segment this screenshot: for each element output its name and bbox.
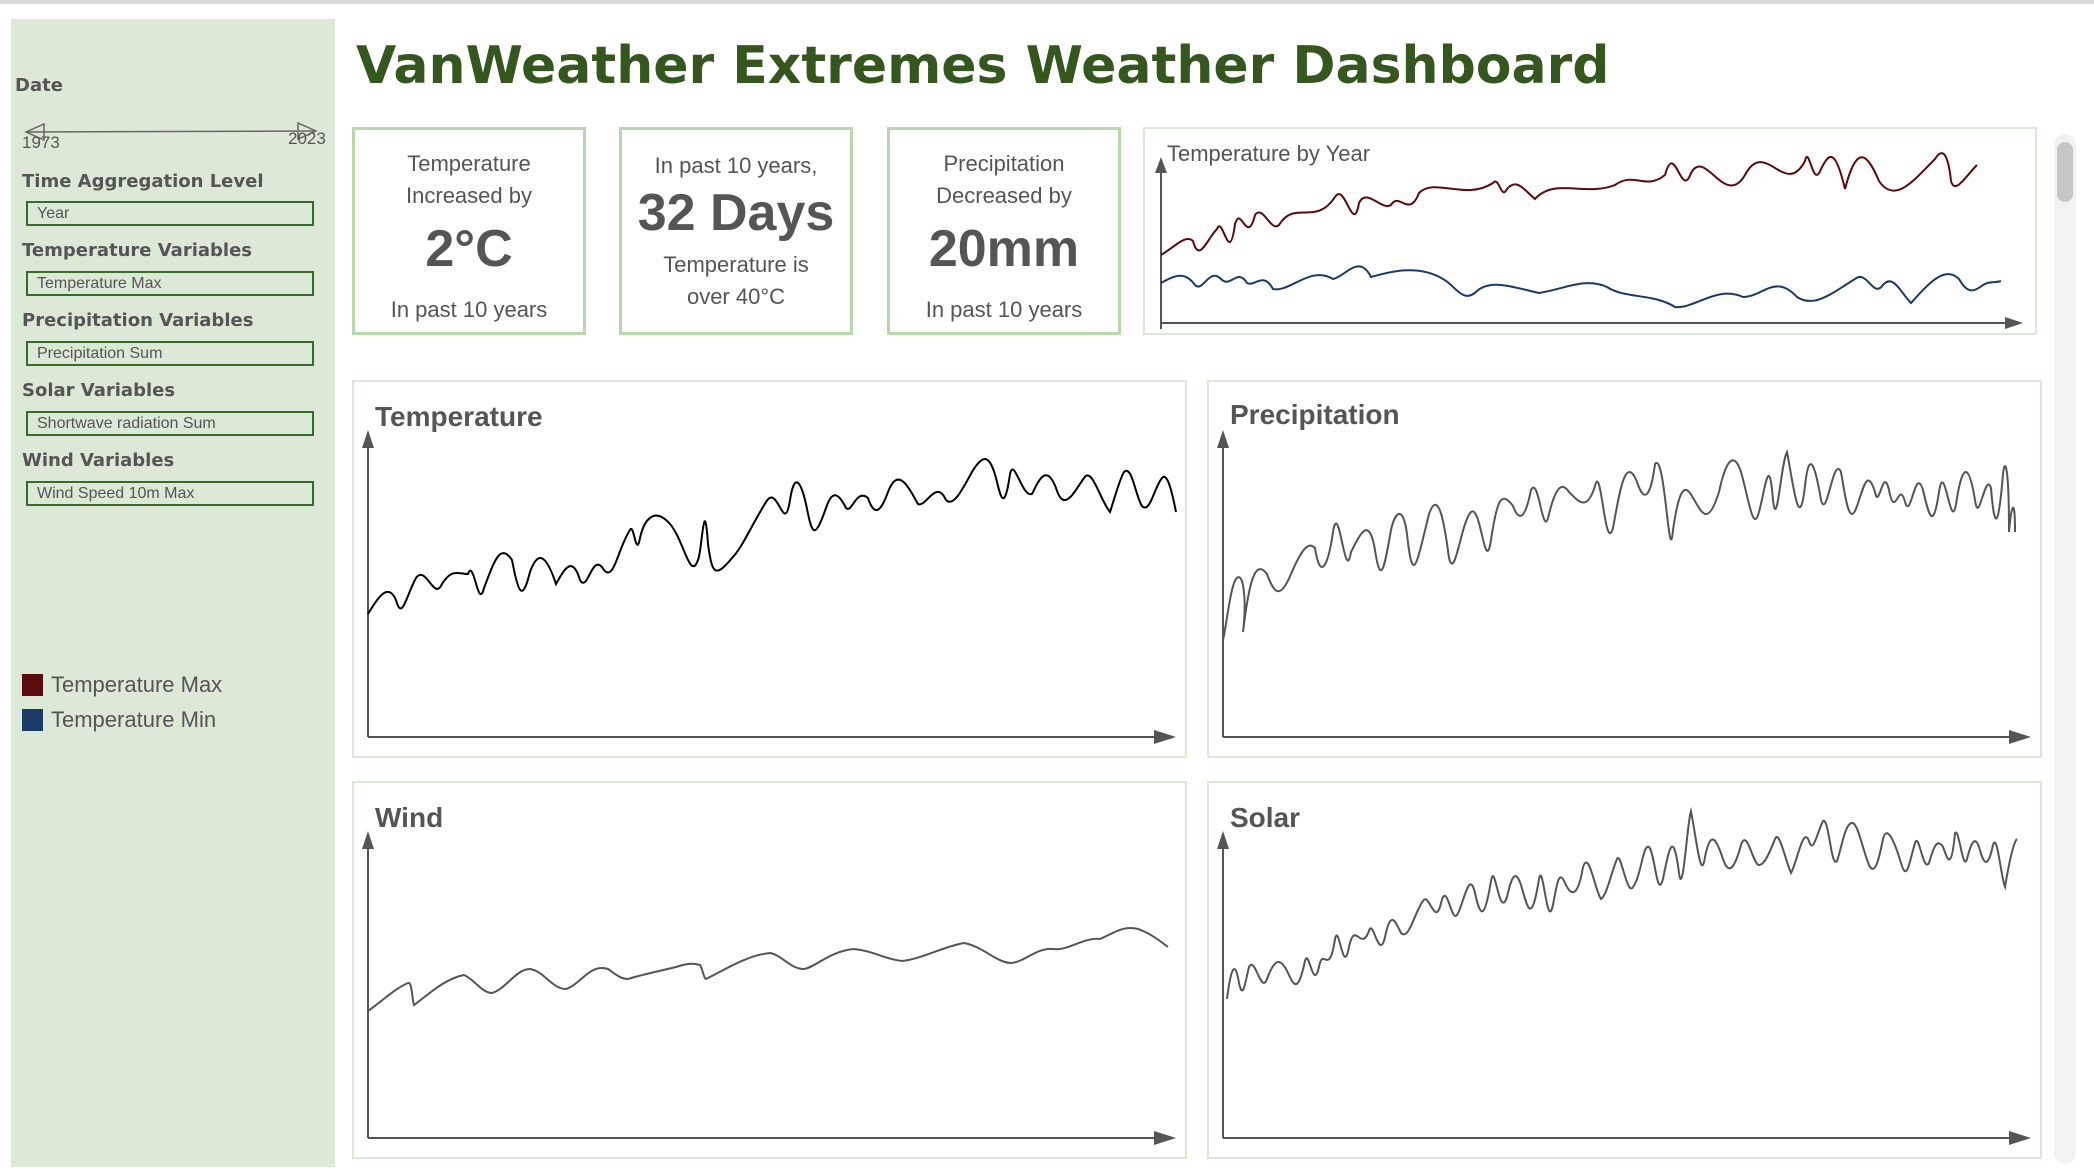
solar-plot [1217,810,2031,1145]
kpi-1-top-line: Temperature [407,151,531,176]
date-filter-label: Date [15,75,63,96]
temperature-variables-label: Temperature Variables [22,240,253,261]
date-range-slider[interactable] [11,117,335,147]
y-axis-arrow [362,430,374,448]
wind-plot [362,831,1176,1145]
wind-chart: Wind [352,781,1187,1159]
date-end-handle [297,121,318,141]
filter-sidebar: Date 1973 2023 Time Aggregation Level Ye… [11,19,335,1167]
kpi-1-top-line-2: Increased by [406,183,532,208]
x-axis-arrow [2009,1131,2031,1145]
temperature-chart-title: Temperature [375,401,543,432]
legend-swatch-max [22,674,43,696]
x-axis-arrow [2005,317,2023,329]
precipitation-variables-select[interactable]: Precipitation Sum [26,341,314,366]
kpi-3-top-line: Precipitation [943,151,1065,176]
precipitation-chart: Precipitation [1207,380,2042,758]
series-line-temperature-min [1160,265,2002,309]
kpi-2-bottom-line-2: over 40°C [686,284,786,309]
scrollbar-thumb[interactable] [2057,142,2073,202]
date-start-label: 1973 [22,133,60,152]
legend-swatch-min [22,709,43,731]
time-aggregation-select[interactable]: Year [26,201,314,226]
series-line-precipitation [1222,449,2016,641]
kpi-2-value: 32 Days [637,184,835,242]
kpi-3-bottom-line: In past 10 years [925,297,1083,322]
kpi-card-precipitation-decrease: Precipitation Decreased by 20mm In past … [887,127,1121,335]
kpi-3-value: 20mm [928,220,1080,278]
x-axis-arrow [2009,730,2031,744]
solar-chart: Solar [1207,781,2042,1159]
temperature-by-year-plot [1155,152,2023,329]
legend-label-min: Temperature Min [51,707,217,732]
y-axis-arrow [362,831,374,849]
precipitation-plot [1217,430,2031,744]
precipitation-chart-title: Precipitation [1230,399,1400,430]
kpi-2-bottom-line: Temperature is [663,252,809,277]
legend-item-temperature-min: Temperature Min [22,706,216,734]
date-end-label: 2023 [288,129,326,148]
kpi-card-temperature-increase: Temperature Increased by 2°C In past 10 … [352,127,586,335]
vertical-scrollbar[interactable] [2054,134,2076,1164]
series-line-solar [1226,810,2018,1000]
kpi-1-bottom-line: In past 10 years [390,297,548,322]
series-line-wind [367,927,1169,1012]
series-line-temperature-max [1160,152,1978,256]
x-axis-arrow [1154,730,1176,744]
kpi-2-top-line: In past 10 years, [654,153,818,178]
temperature-plot [362,430,1177,744]
wind-variables-select[interactable]: Wind Speed 10m Max [26,481,314,506]
wind-variables-label: Wind Variables [22,450,175,471]
solar-chart-title: Solar [1230,802,1301,833]
precipitation-variables-label: Precipitation Variables [22,310,254,331]
series-line-temperature [367,458,1177,615]
legend-item-temperature-max: Temperature Max [22,671,222,699]
temperature-by-year-title: Temperature by Year [1167,141,1371,166]
temperature-chart: Temperature [352,380,1187,758]
solar-variables-select[interactable]: Shortwave radiation Sum [26,411,314,436]
y-axis-arrow [1155,157,1167,173]
date-start-handle [24,122,45,142]
window-top-border [0,0,2094,4]
wind-chart-title: Wind [375,802,444,833]
temperature-by-year-chart: Temperature by Year [1143,127,2037,335]
time-aggregation-label: Time Aggregation Level [22,171,264,192]
dashboard-title: VanWeather Extremes Weather Dashboard [356,36,1610,96]
y-axis-arrow [1217,831,1229,849]
y-axis-arrow [1217,430,1229,448]
legend-label-max: Temperature Max [51,672,223,697]
kpi-1-value: 2°C [425,220,513,278]
x-axis-arrow [1154,1131,1176,1145]
temperature-variables-select[interactable]: Temperature Max [26,271,314,296]
kpi-3-top-line-2: Decreased by [936,183,1072,208]
solar-variables-label: Solar Variables [22,380,176,401]
kpi-card-hot-days: In past 10 years, 32 Days Temperature is… [619,127,853,335]
